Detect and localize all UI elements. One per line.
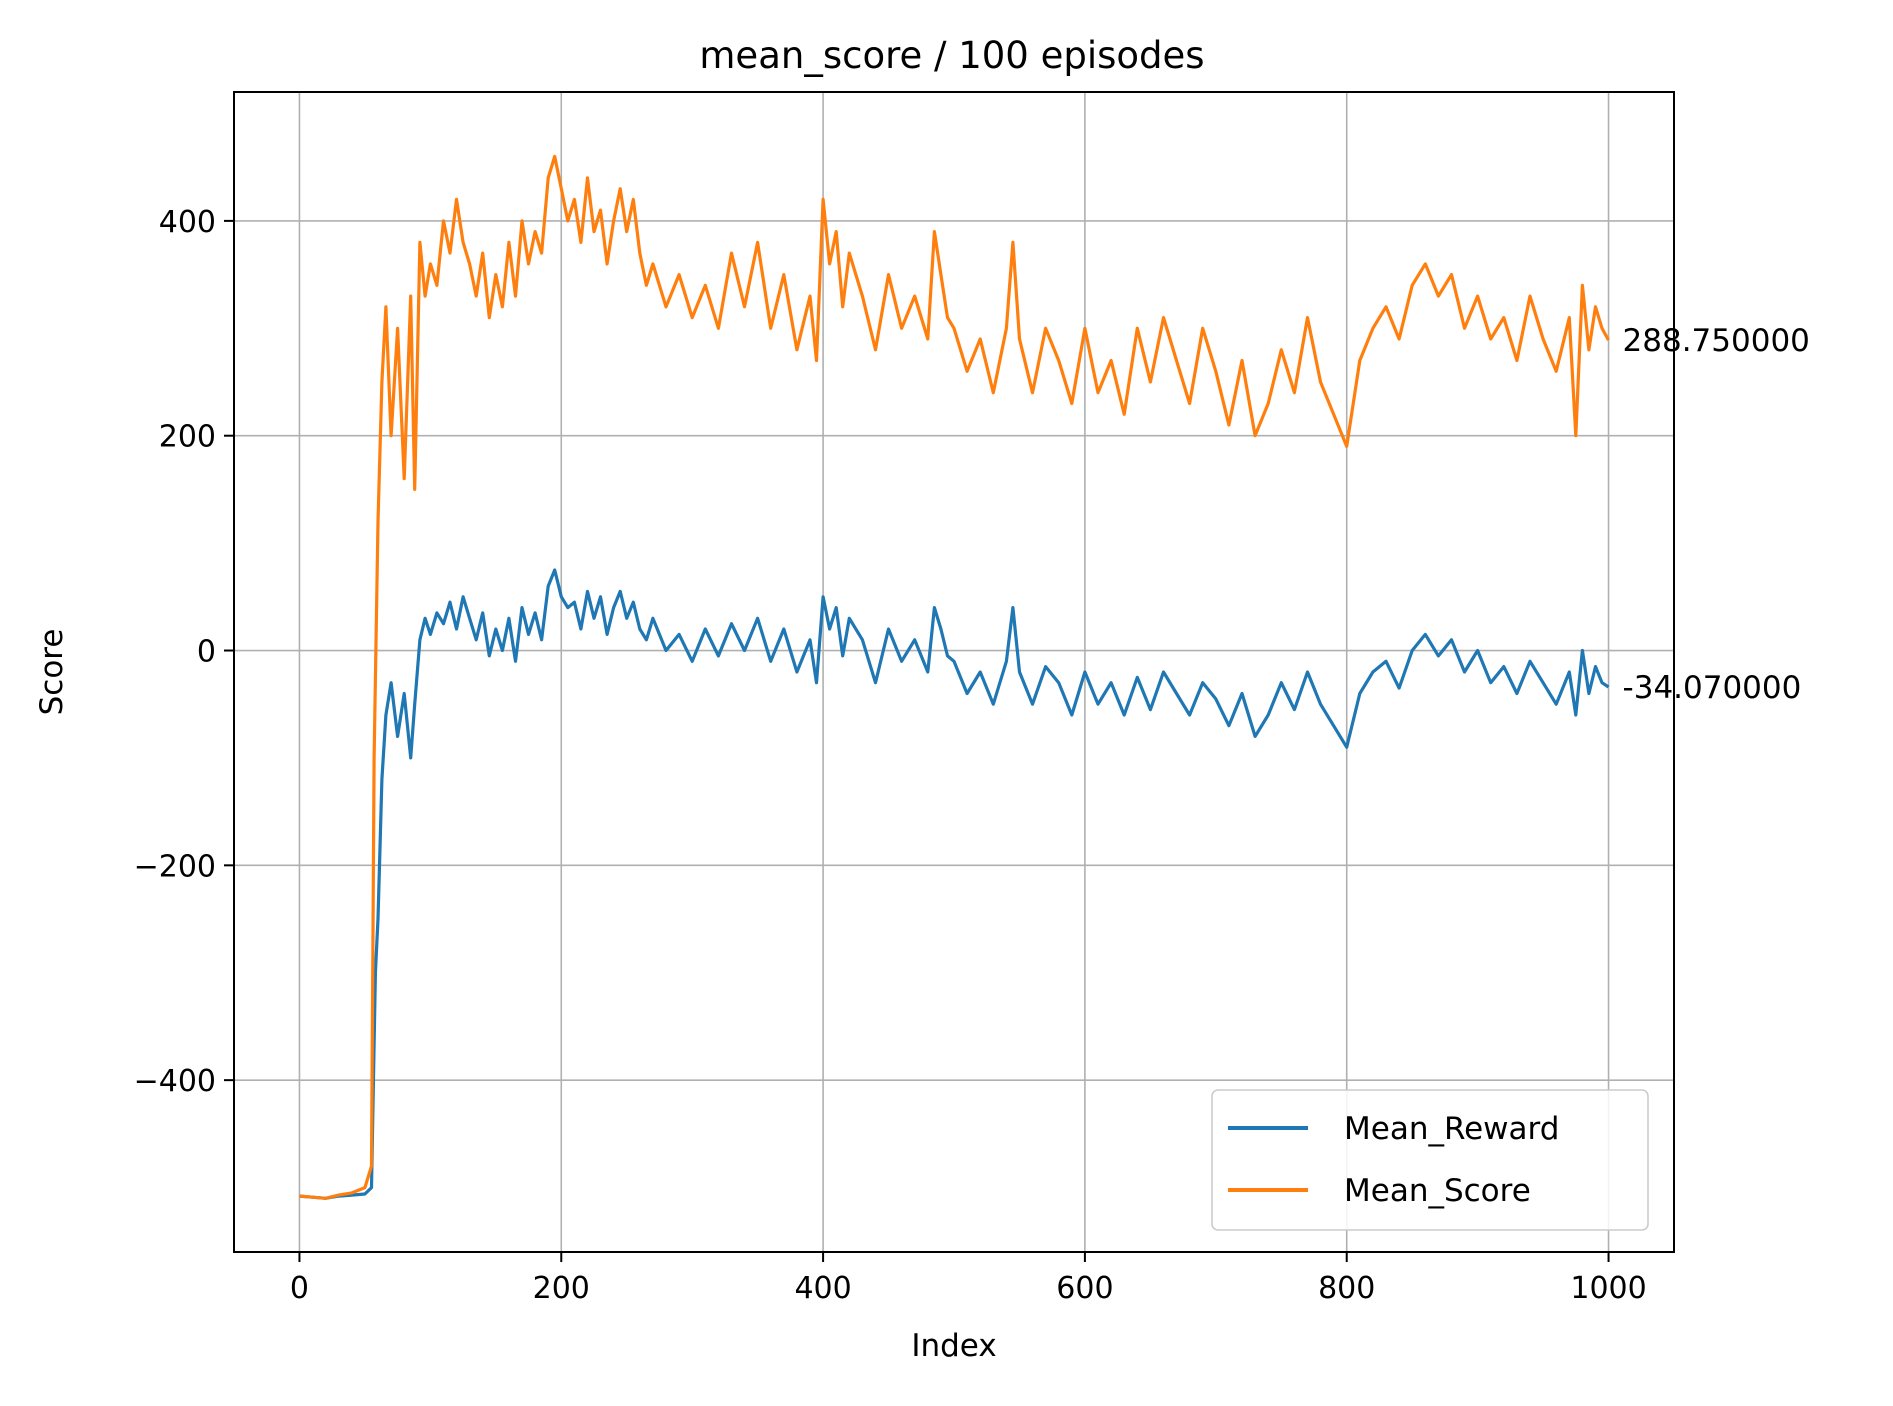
series-lines bbox=[299, 154, 1610, 1200]
x-axis-label: Index bbox=[911, 1328, 996, 1364]
legend: Mean_Reward Mean_Score bbox=[1211, 1089, 1649, 1231]
end-value-labels: -34.070000 288.750000 bbox=[1623, 323, 1810, 706]
x-tick-label: 1000 bbox=[1570, 1271, 1646, 1306]
axis-ticks: 0 200 400 600 800 1000 −400 −200 0 200 400 bbox=[134, 205, 1647, 1306]
grid bbox=[234, 92, 1674, 1252]
x-tick-label: 800 bbox=[1318, 1271, 1375, 1306]
y-tick-label: 0 bbox=[197, 635, 216, 670]
x-tick-label: 200 bbox=[533, 1271, 590, 1306]
y-tick-label: −400 bbox=[134, 1064, 216, 1099]
end-value-label-mean-reward: -34.070000 bbox=[1623, 670, 1802, 706]
legend-label-mean-score: Mean_Score bbox=[1344, 1173, 1531, 1209]
series-line-mean-reward bbox=[299, 568, 1610, 1200]
y-tick-label: −200 bbox=[134, 849, 216, 884]
legend-box bbox=[1211, 1089, 1649, 1231]
y-axis-label: Score bbox=[34, 629, 70, 716]
chart-title: mean_score / 100 episodes bbox=[699, 34, 1204, 77]
x-tick-label: 600 bbox=[1056, 1271, 1113, 1306]
plot-frame bbox=[233, 91, 1675, 1253]
x-tick-label: 400 bbox=[794, 1271, 851, 1306]
end-value-label-mean-score: 288.750000 bbox=[1623, 323, 1810, 359]
series-line-mean-score bbox=[299, 154, 1610, 1200]
y-tick-label: 200 bbox=[159, 420, 216, 455]
legend-label-mean-reward: Mean_Reward bbox=[1344, 1111, 1559, 1147]
y-tick-label: 400 bbox=[159, 205, 216, 240]
x-tick-label: 0 bbox=[290, 1271, 309, 1306]
